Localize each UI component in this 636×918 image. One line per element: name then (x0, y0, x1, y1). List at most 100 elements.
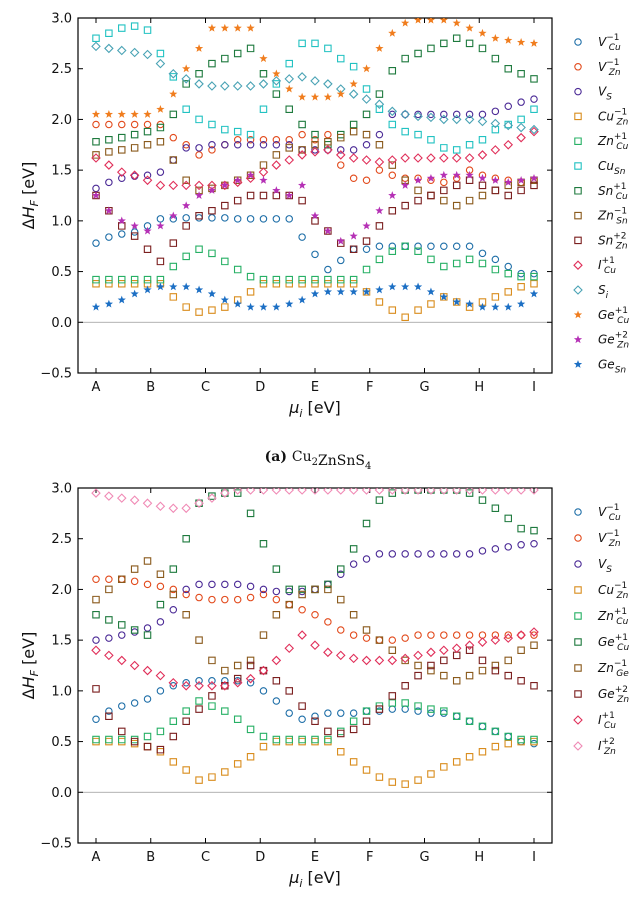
data-point (195, 151, 203, 159)
data-point (361, 655, 372, 666)
data-point (465, 550, 474, 558)
data-point (311, 712, 319, 720)
data-point (427, 705, 435, 713)
data-point (388, 699, 397, 707)
data-point (478, 249, 487, 258)
data-point (221, 125, 229, 134)
data-point (156, 49, 165, 58)
data-point (530, 641, 538, 649)
data-point (143, 245, 152, 254)
data-point (143, 279, 152, 288)
data-point (310, 76, 320, 86)
data-point (285, 709, 293, 717)
data-point (452, 298, 461, 306)
data-point (272, 69, 281, 78)
data-point (259, 70, 268, 78)
data-point (413, 488, 423, 495)
data-point (324, 735, 332, 744)
series-4 (92, 242, 538, 284)
data-point (439, 645, 449, 656)
data-point (246, 130, 255, 139)
legend-marker (573, 715, 583, 725)
data-point (156, 282, 165, 291)
data-point (452, 631, 461, 639)
data-point (401, 282, 410, 291)
data-point (105, 585, 113, 594)
data-point (400, 653, 410, 664)
legend-marker (574, 508, 582, 516)
data-point (375, 105, 384, 114)
data-point (311, 611, 319, 619)
data-point (246, 661, 255, 670)
data-point (401, 313, 409, 321)
data-point (324, 130, 332, 139)
data-point (143, 742, 152, 751)
data-point (143, 275, 152, 284)
y-tick-label: 1.0 (51, 214, 72, 229)
data-point (439, 18, 448, 24)
data-point (130, 228, 139, 236)
y-tick-label: 1.5 (51, 634, 72, 649)
data-point (349, 545, 358, 553)
data-point (504, 288, 512, 296)
data-point (92, 191, 100, 200)
data-point (478, 259, 487, 268)
data-point (310, 289, 320, 298)
y-tick-label: 0.0 (51, 786, 72, 801)
data-point (349, 146, 358, 154)
data-point (182, 678, 190, 687)
data-point (362, 519, 371, 528)
data-point (118, 575, 126, 584)
data-point (427, 661, 435, 670)
data-point (504, 732, 512, 741)
data-point (517, 38, 526, 46)
data-point (130, 699, 139, 707)
data-point (246, 753, 255, 761)
data-point (246, 135, 255, 144)
data-point (427, 631, 435, 639)
data-point (182, 105, 190, 114)
legend-label: I+1 Cu (598, 711, 616, 731)
series-2 (92, 540, 538, 644)
data-point (221, 303, 229, 311)
data-point (105, 178, 113, 187)
data-point (285, 135, 293, 144)
data-point (401, 780, 409, 788)
data-point (220, 295, 229, 304)
data-point (517, 737, 525, 746)
data-point (207, 681, 217, 691)
legend-marker (574, 38, 582, 46)
data-point (337, 279, 345, 288)
data-point (491, 186, 500, 195)
data-point (311, 279, 319, 288)
data-point (388, 489, 397, 497)
data-point (208, 146, 216, 154)
data-point (272, 141, 281, 149)
data-point (118, 631, 126, 639)
data-point (388, 242, 397, 250)
data-point (478, 547, 487, 555)
data-point (195, 70, 203, 78)
data-point (246, 509, 255, 518)
data-point (298, 590, 306, 599)
data-point (324, 279, 332, 288)
data-point (272, 80, 281, 88)
data-point (452, 712, 461, 720)
data-point (285, 144, 293, 152)
data-point (375, 255, 384, 264)
data-point (233, 175, 242, 184)
data-point (516, 122, 526, 133)
data-point (143, 285, 152, 294)
data-point (92, 595, 100, 604)
data-point (104, 491, 114, 501)
data-point (452, 242, 461, 250)
data-point (208, 206, 216, 215)
legend-label: Ge+1 Cu (598, 633, 629, 653)
data-point (156, 747, 165, 756)
data-point (426, 287, 436, 296)
data-point (324, 737, 332, 746)
data-point (182, 176, 190, 185)
data-point (465, 170, 474, 179)
data-point (246, 44, 255, 53)
data-point (362, 265, 371, 274)
